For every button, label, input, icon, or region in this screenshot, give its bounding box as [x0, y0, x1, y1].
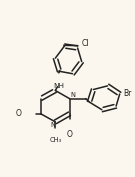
Text: O: O: [67, 130, 72, 139]
Text: Br: Br: [123, 89, 131, 98]
Text: NH: NH: [53, 83, 64, 89]
Text: N: N: [50, 122, 55, 128]
Text: O: O: [16, 109, 22, 118]
Text: N: N: [70, 92, 75, 98]
Text: Cl: Cl: [81, 39, 89, 48]
Text: CH₃: CH₃: [49, 138, 61, 144]
